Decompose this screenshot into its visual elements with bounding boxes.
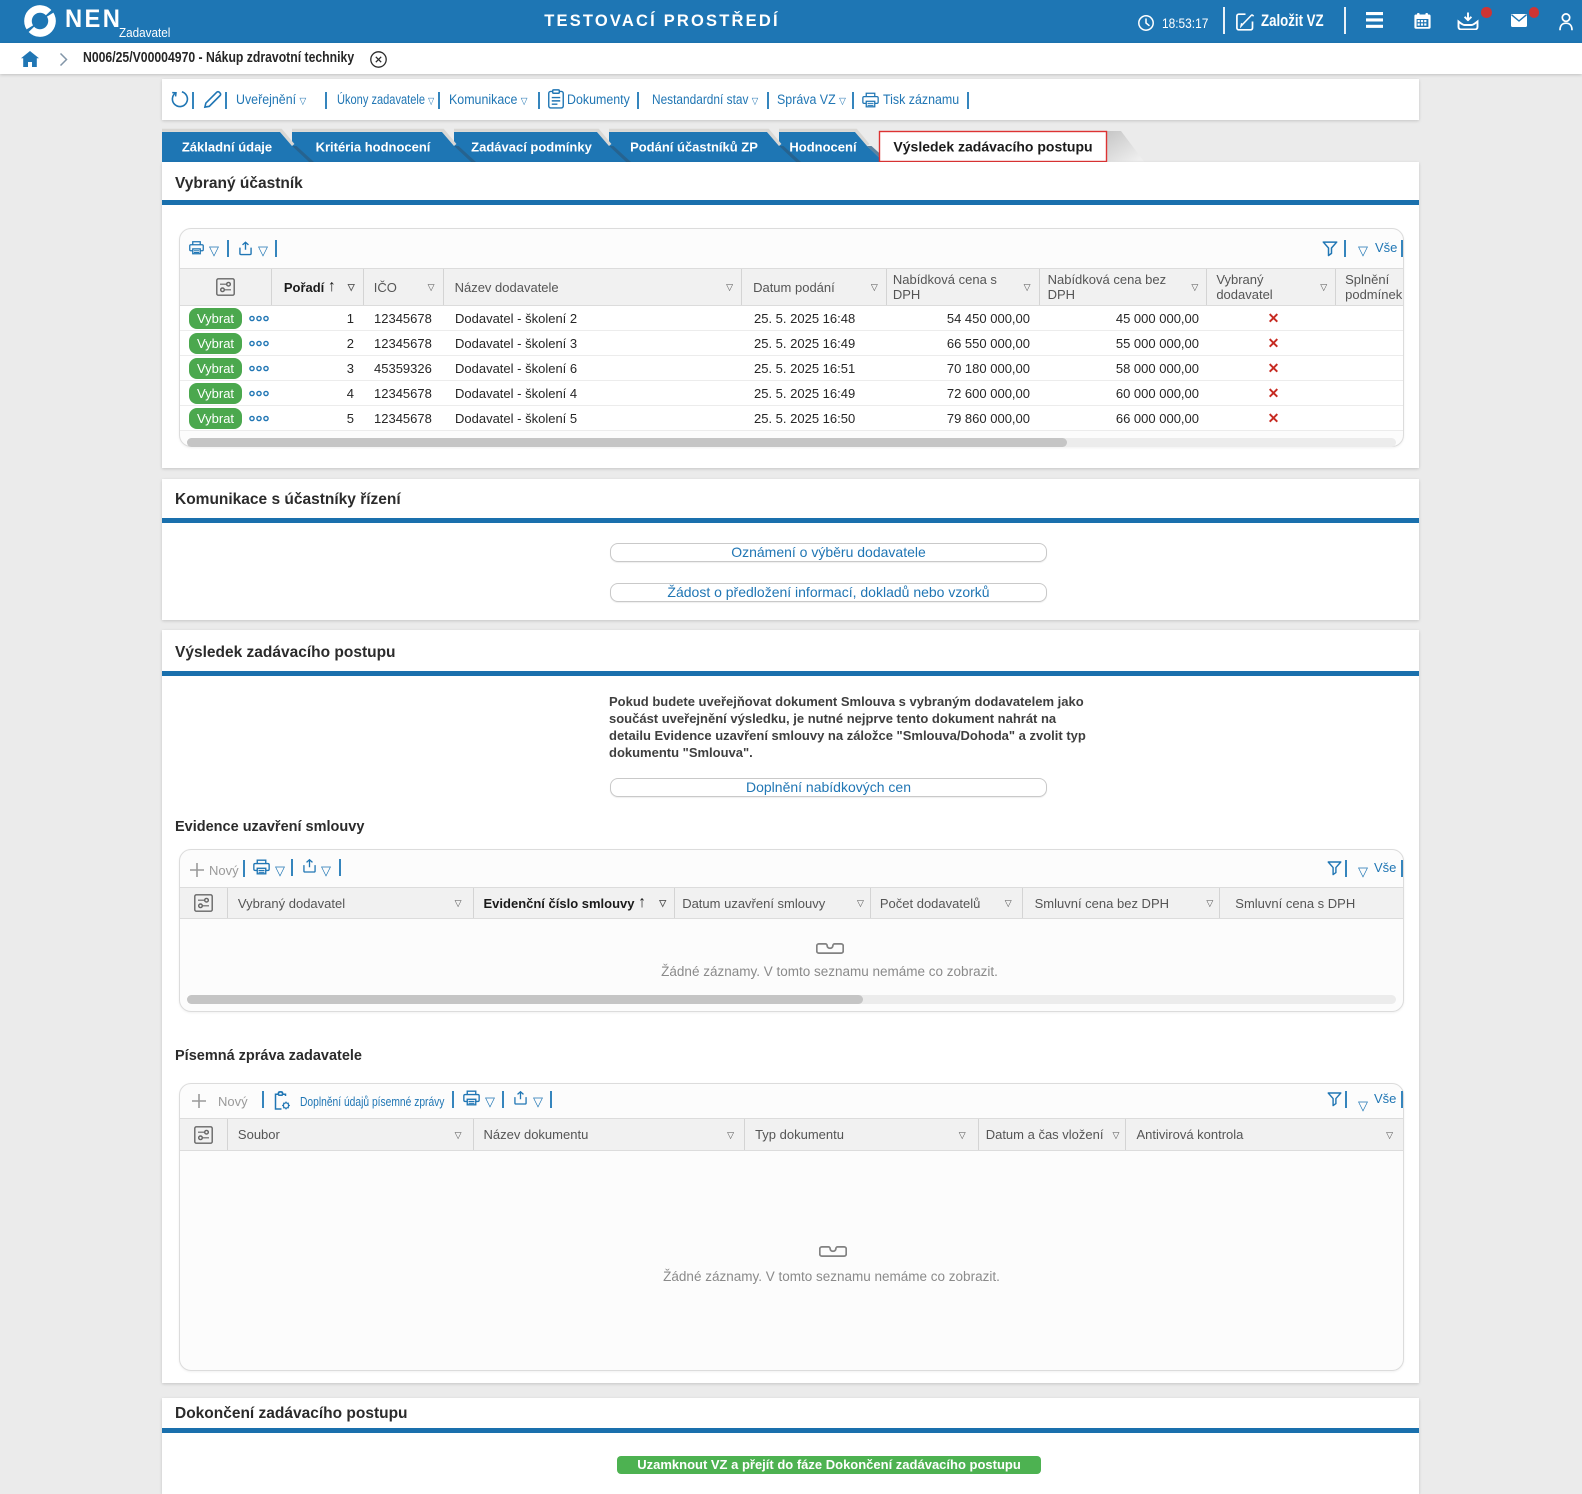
svg-text:Zadávací podmínky: Zadávací podmínky [471,140,592,155]
svg-text:Kritéria hodnocení: Kritéria hodnocení [316,140,431,155]
svg-text:Základní údaje: Základní údaje [182,140,272,155]
svg-text:Výsledek zadávacího postupu: Výsledek zadávacího postupu [893,139,1092,155]
svg-text:Podání účastníků ZP: Podání účastníků ZP [630,140,758,155]
svg-text:Hodnocení: Hodnocení [789,140,857,155]
